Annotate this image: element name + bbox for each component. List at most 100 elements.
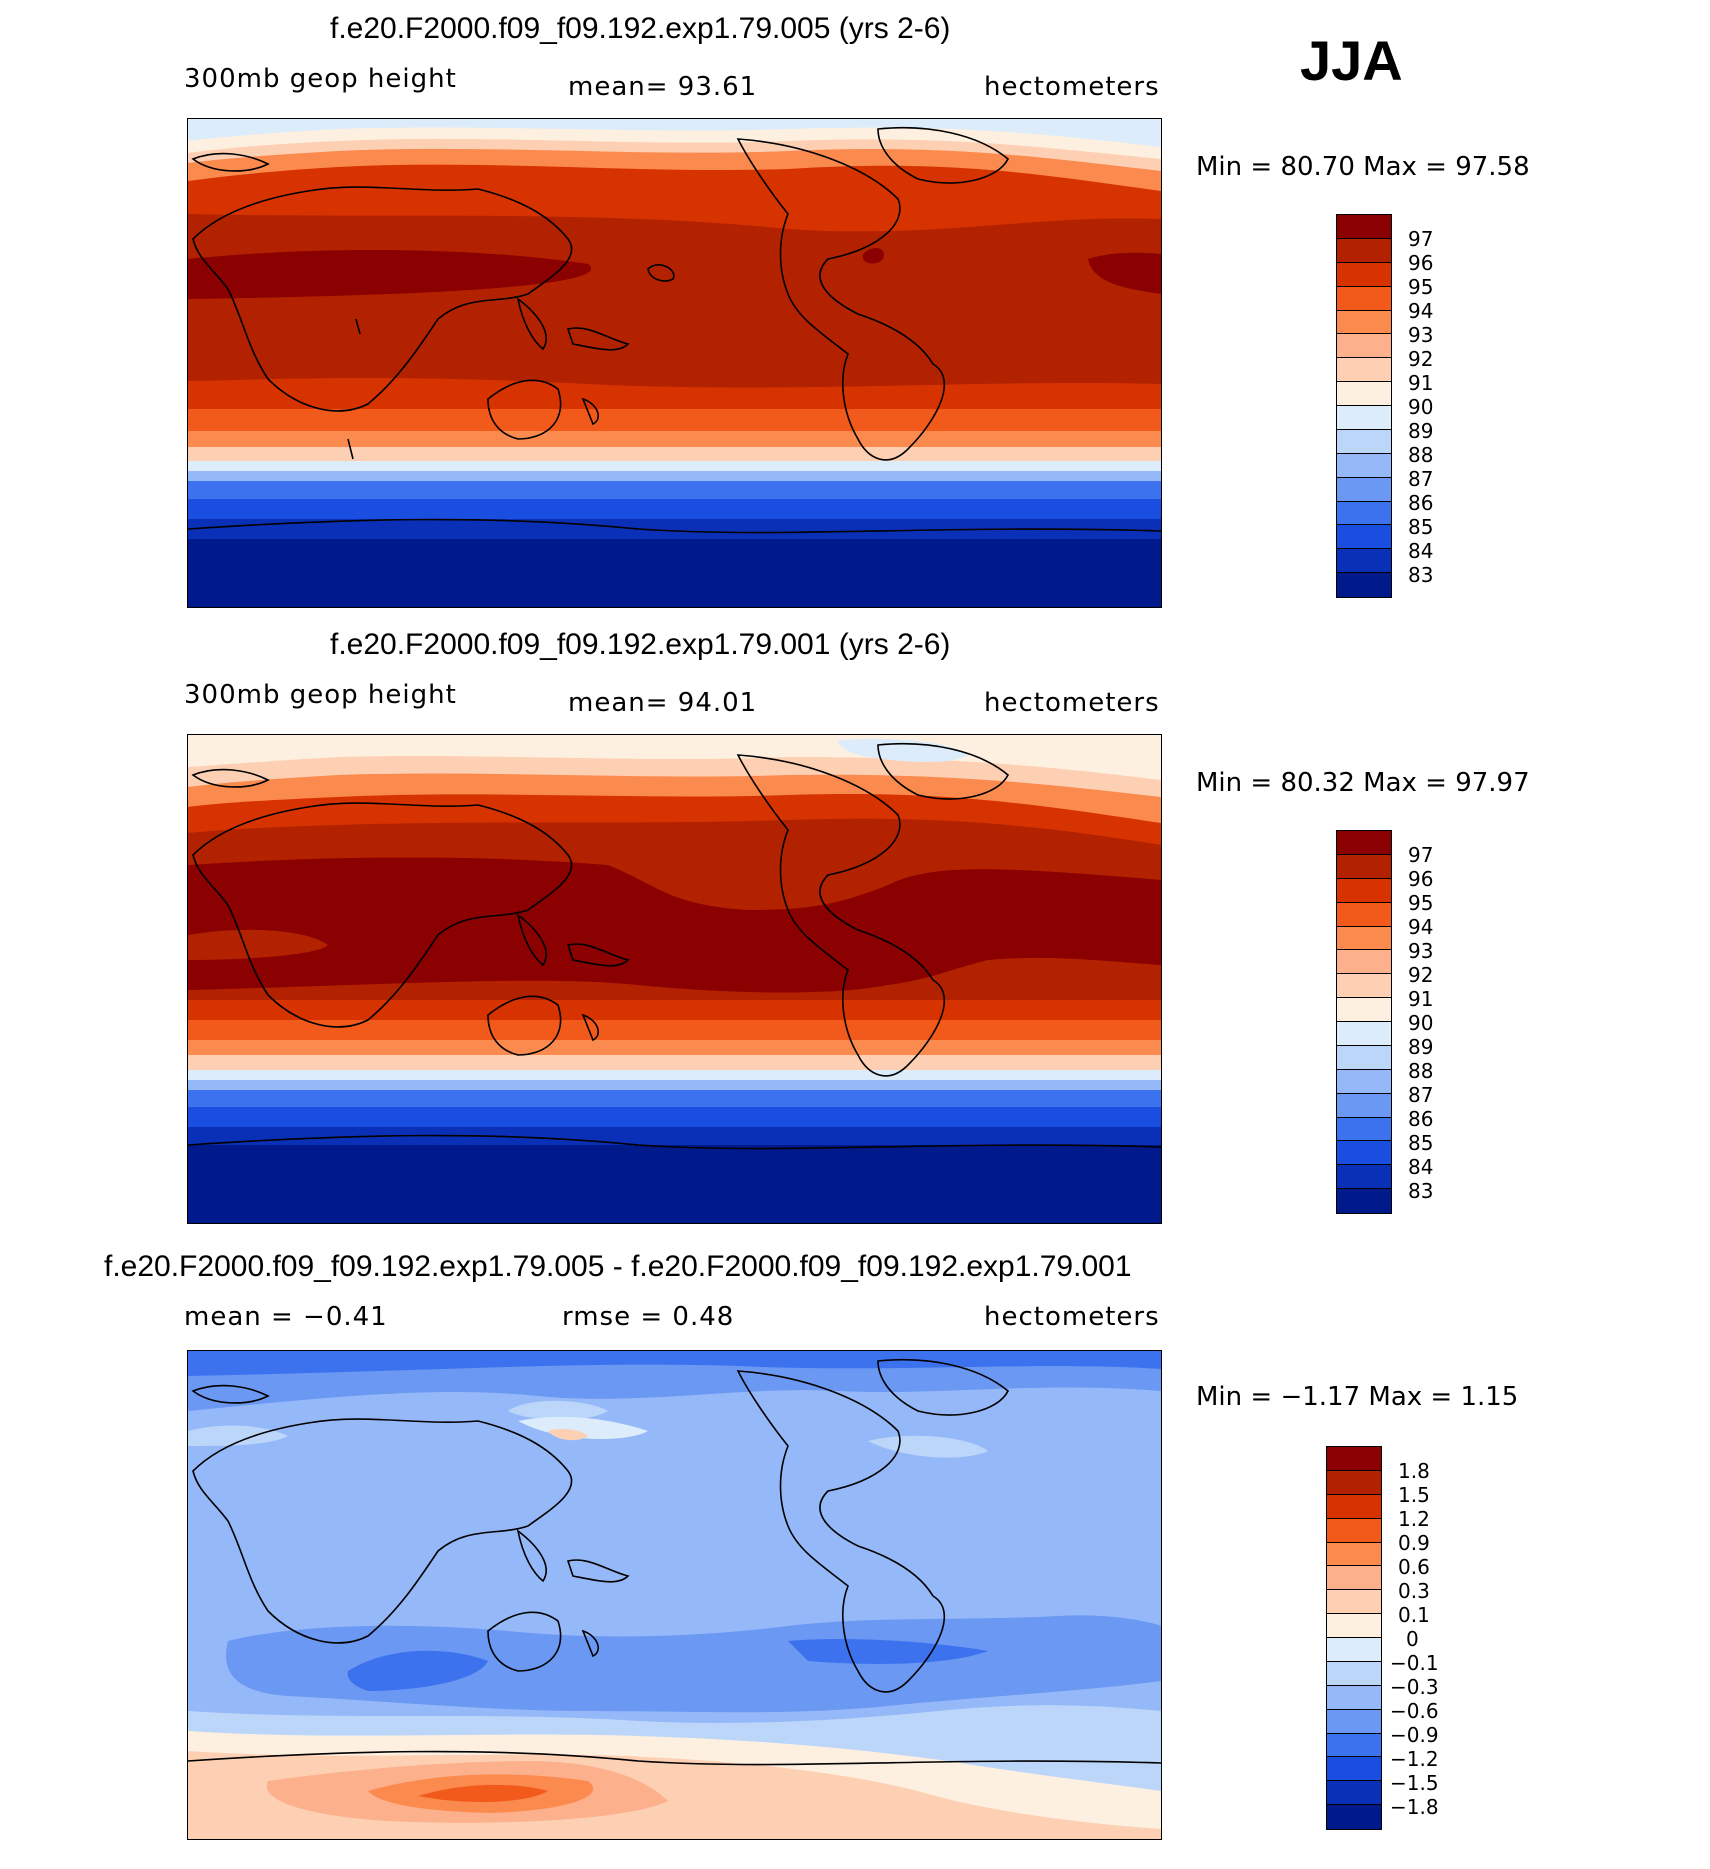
colorbar-label: 0.3 <box>1398 1579 1430 1603</box>
colorbar-label: 94 <box>1408 299 1434 323</box>
colorbar-swatch <box>1327 1709 1381 1734</box>
colorbar-swatch <box>1337 1117 1391 1142</box>
colorbar-swatch <box>1327 1661 1381 1686</box>
colorbar-label: −1.8 <box>1390 1795 1439 1819</box>
panel-1-variable: 300mb geop height <box>184 64 457 94</box>
colorbar-label: 89 <box>1408 419 1434 443</box>
colorbar-swatch <box>1337 1141 1391 1166</box>
colorbar-swatch <box>1327 1781 1381 1806</box>
colorbar-label: −1.2 <box>1390 1747 1439 1771</box>
colorbar-label: 96 <box>1408 867 1434 891</box>
colorbar-label: 85 <box>1408 1131 1434 1155</box>
colorbar-swatch <box>1337 1093 1391 1118</box>
colorbar-swatch <box>1337 429 1391 454</box>
colorbar-swatch <box>1327 1494 1381 1519</box>
colorbar-label: 97 <box>1408 843 1434 867</box>
panel-1-map <box>187 118 1162 608</box>
colorbar-label: 0.6 <box>1398 1555 1430 1579</box>
colorbar-swatch <box>1337 974 1391 999</box>
colorbar-swatch <box>1327 1638 1381 1662</box>
colorbar-label: 97 <box>1408 227 1434 251</box>
colorbar-swatch <box>1327 1542 1381 1567</box>
panel-2-map <box>187 734 1162 1224</box>
colorbar-label: 89 <box>1408 1035 1434 1059</box>
colorbar-label: 90 <box>1408 395 1434 419</box>
colorbar-swatch <box>1337 262 1391 287</box>
panel-3-mean: mean = −0.41 <box>184 1302 388 1332</box>
colorbar-swatch <box>1337 238 1391 263</box>
panel-3-colorbar <box>1326 1446 1382 1830</box>
colorbar-swatch <box>1337 382 1391 406</box>
colorbar-swatch <box>1337 215 1391 239</box>
colorbar-swatch <box>1327 1447 1381 1471</box>
colorbar-swatch <box>1337 406 1391 430</box>
panel-2-colorbar <box>1336 830 1392 1214</box>
colorbar-label: 86 <box>1408 1107 1434 1131</box>
colorbar-label: −1.5 <box>1390 1771 1439 1795</box>
colorbar-swatch <box>1327 1805 1381 1829</box>
colorbar-swatch <box>1337 310 1391 335</box>
colorbar-swatch <box>1337 878 1391 903</box>
colorbar-swatch <box>1327 1757 1381 1782</box>
colorbar-swatch <box>1337 926 1391 951</box>
colorbar-label: 84 <box>1408 539 1434 563</box>
season-label: JJA <box>1300 29 1403 92</box>
panel-3-rmse: rmse = 0.48 <box>562 1302 735 1332</box>
panel-3-minmax: Min = −1.17 Max = 1.15 <box>1196 1382 1519 1412</box>
colorbar-label: 86 <box>1408 491 1434 515</box>
colorbar-swatch <box>1337 1069 1391 1094</box>
colorbar-label: 83 <box>1408 1179 1434 1203</box>
panel-1-minmax: Min = 80.70 Max = 97.58 <box>1196 152 1530 182</box>
colorbar-label: 95 <box>1408 891 1434 915</box>
colorbar-swatch <box>1337 358 1391 383</box>
colorbar-swatch <box>1337 501 1391 526</box>
colorbar-label: 95 <box>1408 275 1434 299</box>
colorbar-swatch <box>1327 1566 1381 1591</box>
panel-3-title: f.e20.F2000.f09_f09.192.exp1.79.005 - f.… <box>104 1250 1132 1283</box>
colorbar-swatch <box>1327 1614 1381 1638</box>
panel-2-title: f.e20.F2000.f09_f09.192.exp1.79.001 (yrs… <box>330 628 951 661</box>
colorbar-swatch <box>1337 573 1391 597</box>
panel-1-field <box>188 119 1161 607</box>
colorbar-swatch <box>1337 453 1391 478</box>
colorbar-swatch <box>1337 1045 1391 1070</box>
panel-3-units: hectometers <box>984 1302 1160 1332</box>
colorbar-label: 85 <box>1408 515 1434 539</box>
panel-2-mean: mean= 94.01 <box>568 688 758 718</box>
panel-2-units: hectometers <box>984 688 1160 718</box>
colorbar-label: 87 <box>1408 1083 1434 1107</box>
colorbar-swatch <box>1337 831 1391 855</box>
colorbar-label: 91 <box>1408 371 1434 395</box>
colorbar-label: 93 <box>1408 323 1434 347</box>
colorbar-swatch <box>1327 1590 1381 1615</box>
colorbar-label: 90 <box>1408 1011 1434 1035</box>
colorbar-label: 96 <box>1408 251 1434 275</box>
colorbar-swatch <box>1327 1470 1381 1495</box>
colorbar-swatch <box>1337 286 1391 311</box>
colorbar-swatch <box>1337 477 1391 502</box>
colorbar-label: 84 <box>1408 1155 1434 1179</box>
colorbar-label: 91 <box>1408 987 1434 1011</box>
colorbar-swatch <box>1337 549 1391 574</box>
panel-1-title: f.e20.F2000.f09_f09.192.exp1.79.005 (yrs… <box>330 12 951 45</box>
colorbar-swatch <box>1337 1189 1391 1213</box>
panel-2-minmax: Min = 80.32 Max = 97.97 <box>1196 768 1530 798</box>
colorbar-swatch <box>1337 1022 1391 1046</box>
panel-2-field <box>188 735 1161 1223</box>
panel-3-map <box>187 1350 1162 1840</box>
colorbar-label: 92 <box>1408 347 1434 371</box>
colorbar-swatch <box>1337 902 1391 927</box>
colorbar-swatch <box>1327 1685 1381 1710</box>
colorbar-label: −0.9 <box>1390 1723 1439 1747</box>
colorbar-swatch <box>1337 950 1391 975</box>
colorbar-swatch <box>1337 334 1391 359</box>
colorbar-label: −0.3 <box>1390 1675 1439 1699</box>
colorbar-label: 1.2 <box>1398 1507 1430 1531</box>
colorbar-label: 0.9 <box>1398 1531 1430 1555</box>
colorbar-swatch <box>1327 1733 1381 1758</box>
panel-3-field <box>188 1351 1161 1839</box>
colorbar-swatch <box>1327 1518 1381 1543</box>
colorbar-label: 88 <box>1408 443 1434 467</box>
colorbar-label: 92 <box>1408 963 1434 987</box>
colorbar-label: 0 <box>1406 1627 1419 1651</box>
